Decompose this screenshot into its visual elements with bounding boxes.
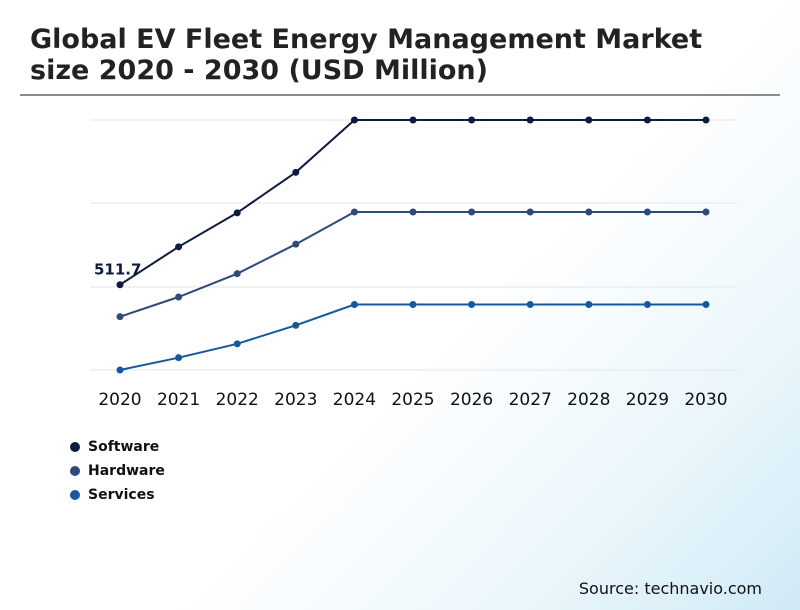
x-tick-label: 2030 [684,390,727,410]
x-tick-label: 2027 [509,390,552,410]
data-point-software-2025 [409,116,417,124]
data-point-hardware-2023 [292,240,300,248]
legend-label: Hardware [88,463,165,479]
legend-marker [70,442,80,452]
source-credit: Source: technavio.com [578,579,762,598]
x-tick-label: 2022 [216,390,259,410]
data-point-software-2021 [175,243,183,251]
annotations: 511.7 [94,261,141,279]
x-tick-label: 2025 [391,390,434,410]
line-chart: 2020 2021 2022 2023 2024 2025 2026 2027 2028 2029… [90,116,738,410]
chart-title: Global EV Fleet Energy Management Market… [30,24,703,86]
data-point-services-2023 [292,321,300,329]
data-point-hardware-2029 [643,208,651,216]
data-point-software-2030 [702,116,710,124]
legend-item-software: Software [70,435,165,459]
data-point-services-2026 [468,301,476,308]
x-tick-label: 2029 [626,390,669,410]
x-tick-label: 2020 [98,390,141,410]
data-point-software-2022 [233,209,241,217]
x-axis-ticks: 2020 2021 2022 2023 2024 2025 2026 2027 2028 2029… [98,390,727,410]
data-point-software-2028 [585,116,593,124]
data-point-services-2022 [233,340,241,348]
data-point-hardware-2020 [116,313,124,321]
series-line-software [119,119,706,286]
legend-item-hardware: Hardware [70,459,165,483]
data-point-hardware-2030 [702,208,710,216]
data-points [116,116,710,374]
data-point-software-2029 [643,116,651,124]
data-point-services-2025 [409,301,417,308]
data-point-software-2024 [350,116,358,124]
title-divider [20,94,780,96]
series-line-services [119,303,706,371]
data-point-services-2027 [526,301,534,308]
data-point-services-2029 [643,301,651,308]
chart-legend: Software Hardware Services [70,435,165,507]
x-tick-label: 2028 [567,390,610,410]
data-label-software-2020: 511.7 [94,261,141,279]
data-point-software-2023 [292,168,300,176]
legend-marker [70,490,80,500]
data-point-hardware-2021 [175,293,183,301]
legend-label: Software [88,439,160,455]
data-point-hardware-2022 [233,270,241,278]
data-point-services-2028 [585,301,593,308]
data-point-services-2030 [702,301,710,308]
data-point-hardware-2028 [585,208,593,216]
data-point-hardware-2027 [526,208,534,216]
data-point-services-2024 [350,301,358,308]
data-point-software-2026 [468,116,476,124]
x-tick-label: 2023 [274,390,317,410]
series-lines [119,119,706,371]
legend-marker [70,466,80,476]
data-point-services-2021 [175,354,183,362]
data-point-hardware-2026 [468,208,476,216]
data-point-software-2027 [526,116,534,124]
legend-label: Services [88,487,155,503]
legend-item-services: Services [70,483,165,507]
series-line-hardware [119,211,706,318]
data-point-hardware-2024 [350,208,358,216]
x-tick-label: 2026 [450,390,493,410]
data-point-hardware-2025 [409,208,417,216]
x-tick-label: 2021 [157,390,200,410]
gridlines [90,119,738,371]
x-tick-label: 2024 [333,390,376,410]
data-point-software-2020 [116,281,124,289]
data-point-services-2020 [116,366,124,374]
